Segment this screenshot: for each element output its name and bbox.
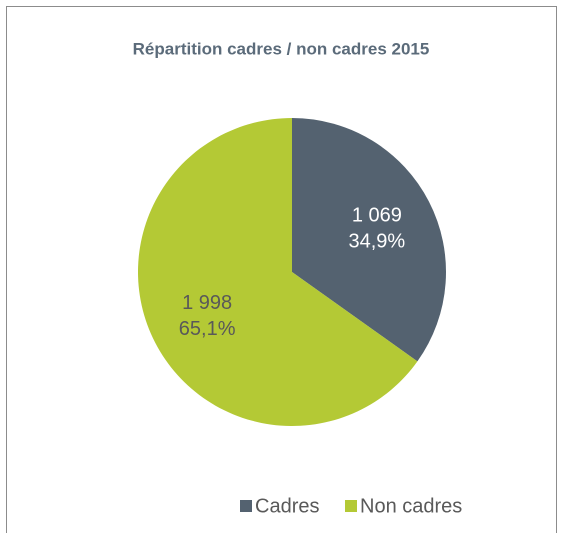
legend-label: Non cadres [360,495,462,517]
percent-label: 65,1% [179,318,236,340]
pie-slice [292,118,446,362]
pie-slice [137,118,418,426]
percent-label: 34,9% [349,231,406,253]
chart-title: Répartition cadres / non cadres 2015 [133,39,430,58]
value-label: 1 069 [352,205,402,227]
legend-swatch [240,500,252,512]
legend-label: Cadres [255,495,319,517]
value-label: 1 998 [182,292,232,314]
legend-swatch [345,500,357,512]
